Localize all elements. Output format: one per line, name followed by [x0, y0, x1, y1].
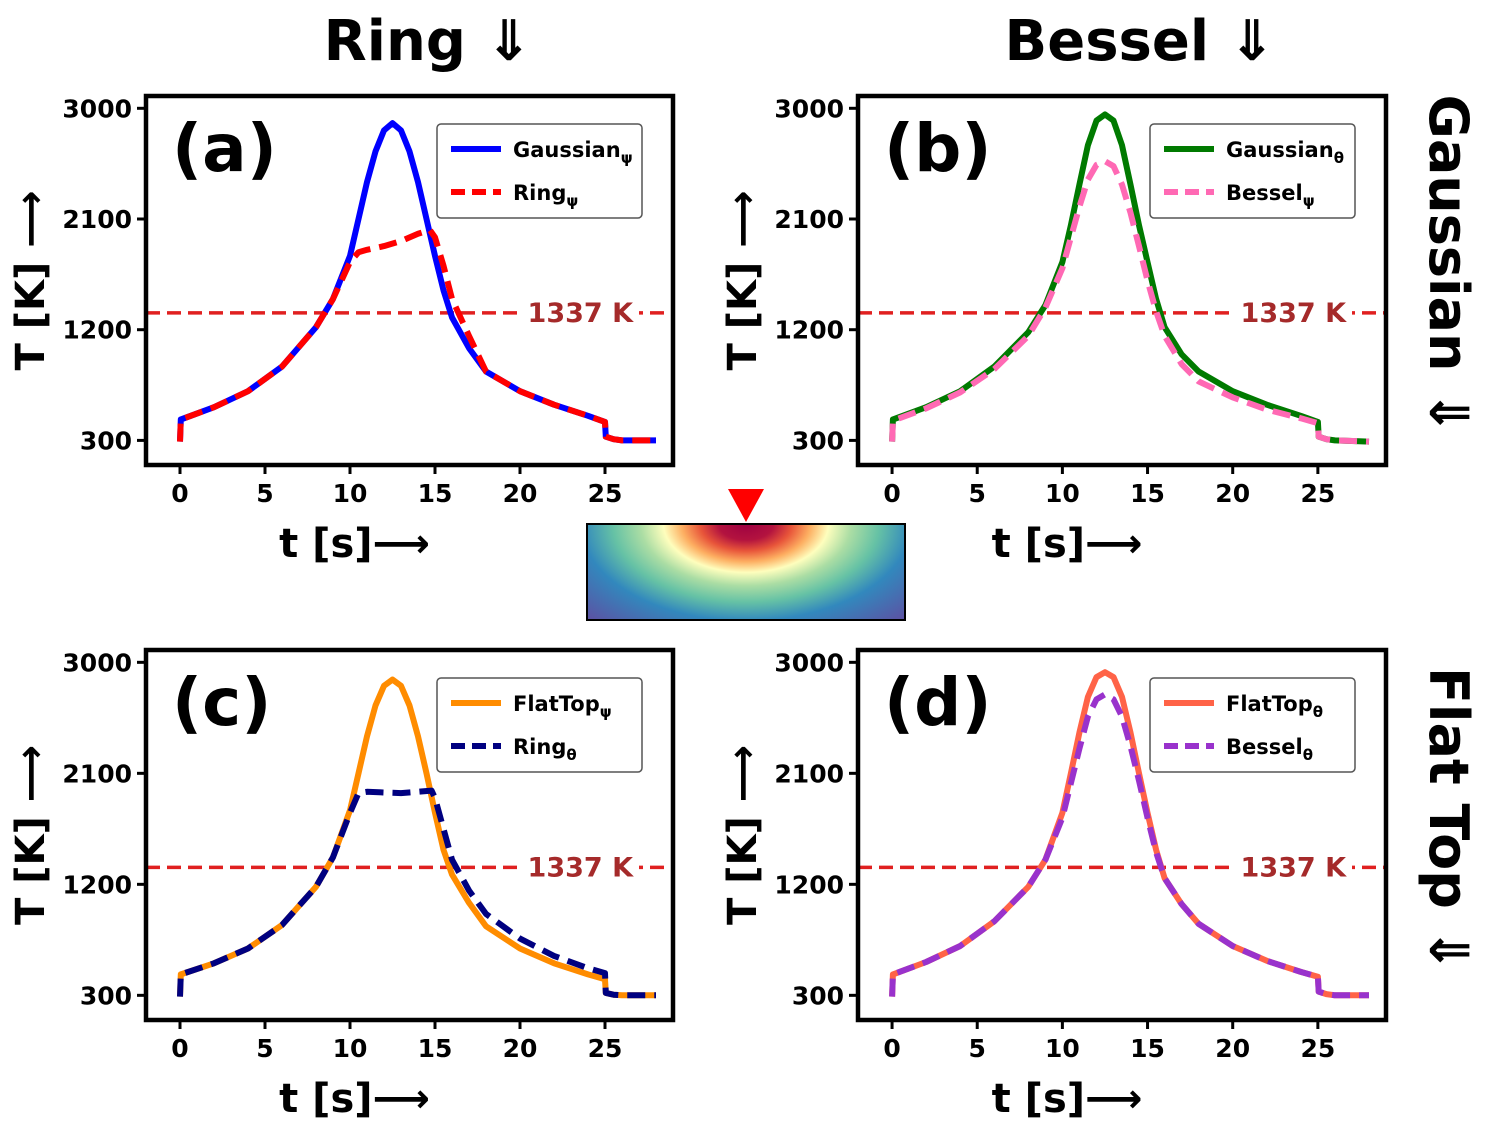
x-tick-label: 25: [1300, 1034, 1335, 1063]
melting-point-label: 1337 K: [528, 298, 635, 329]
x-tick-label: 5: [969, 479, 986, 508]
y-tick-label: 3000: [774, 648, 844, 677]
y-tick-label: 2100: [774, 205, 844, 234]
row-header-flattop: Flat Top ⇓: [1417, 667, 1480, 973]
x-axis-label: t [s]⟶: [279, 521, 430, 567]
legend: Gaussianψ Ringψ: [436, 123, 643, 219]
x-tick-label: 15: [418, 1034, 453, 1063]
y-tick-label: 3000: [62, 94, 132, 123]
panel-label: (d): [884, 664, 992, 741]
x-tick-label: 0: [171, 479, 188, 508]
x-tick-label: 20: [503, 479, 538, 508]
x-tick-label: 20: [1215, 479, 1250, 508]
y-tick-label: 300: [792, 426, 844, 455]
x-tick-label: 15: [418, 479, 453, 508]
legend-entry: Ringθ: [513, 735, 577, 764]
x-tick-label: 20: [503, 1034, 538, 1063]
plot-frame: [855, 93, 1389, 468]
legend: FlatTopθ Besselθ: [1149, 677, 1356, 773]
legend: FlatTopψ Ringθ: [436, 677, 643, 773]
x-tick-label: 15: [1130, 1034, 1165, 1063]
x-tick-label: 25: [588, 479, 623, 508]
series-line-bessel-b: [889, 691, 1369, 999]
legend-entry: Gaussianψ: [513, 138, 633, 167]
y-tick-label: 300: [80, 426, 132, 455]
panel-d: 0 5 10 15 20 25 300 1200 2100 3000 t [s]⟶ T [K] ⟶ 13…: [720, 647, 1389, 1122]
legend-entry: Besselψ: [1226, 181, 1315, 210]
y-axis-label: T [K] ⟶: [720, 190, 766, 370]
legend-entry: FlatTopθ: [1226, 692, 1323, 721]
x-axis-label: t [s]⟶: [992, 521, 1143, 567]
x-tick-label: 10: [1045, 1034, 1080, 1063]
col-header-ring: Ring ⇓: [324, 9, 533, 74]
y-tick-label: 3000: [774, 94, 844, 123]
series-line-ring-b: [177, 227, 656, 444]
legend-entry: FlatTopψ: [513, 692, 612, 721]
inset-heatmap: [586, 489, 906, 621]
y-tick-label: 2100: [62, 205, 132, 234]
col-header-bessel: Bessel ⇓: [1005, 9, 1276, 74]
y-tick-label: 1200: [774, 870, 844, 899]
panel-label: (b): [884, 110, 992, 187]
y-tick-label: 1200: [62, 316, 132, 345]
legend: Gaussianθ Besselψ: [1149, 123, 1356, 219]
melting-point-label: 1337 K: [1241, 852, 1348, 883]
legend-entry: Besselθ: [1226, 735, 1313, 764]
x-axis-label: t [s]⟶: [279, 1076, 430, 1122]
x-axis-label: t [s]⟶: [992, 1076, 1143, 1122]
y-tick-label: 2100: [774, 759, 844, 788]
x-tick-label: 25: [1300, 479, 1335, 508]
y-tick-label: 300: [792, 981, 844, 1010]
y-tick-label: 3000: [62, 648, 132, 677]
red-triangle-down-icon: [728, 489, 764, 522]
x-tick-label: 10: [333, 1034, 368, 1063]
x-tick-label: 0: [171, 1034, 188, 1063]
panel-label: (a): [172, 110, 277, 187]
x-tick-label: 0: [883, 479, 900, 508]
plot-frame: [855, 647, 1389, 1023]
plot-frame: [143, 93, 676, 468]
x-tick-label: 5: [256, 1034, 273, 1063]
series-line-ring-b: [177, 787, 656, 999]
y-tick-label: 2100: [62, 759, 132, 788]
y-tick-label: 300: [80, 981, 132, 1010]
melting-point-label: 1337 K: [1241, 298, 1348, 329]
x-tick-label: 25: [588, 1034, 623, 1063]
panel-b: 0 5 10 15 20 25 300 1200 2100 3000 t [s]⟶ T [K] ⟶ 13…: [720, 93, 1389, 567]
y-axis-label: T [K] ⟶: [8, 745, 54, 925]
y-tick-label: 1200: [774, 316, 844, 345]
series-line-bessel-b: [889, 158, 1370, 445]
y-tick-label: 1200: [62, 870, 132, 899]
legend-entry: Gaussianθ: [1226, 138, 1344, 167]
panel-c: 0 5 10 15 20 25 300 1200 2100 3000 t [s]⟶ T [K] ⟶ 13…: [8, 647, 676, 1122]
legend-entry: Ringψ: [513, 181, 578, 210]
melting-point-label: 1337 K: [528, 852, 635, 883]
panel-label: (c): [172, 664, 271, 741]
x-tick-label: 5: [256, 479, 273, 508]
series-line-gaussian-a: [177, 120, 656, 444]
x-tick-label: 10: [333, 479, 368, 508]
x-tick-label: 15: [1130, 479, 1165, 508]
x-tick-label: 20: [1215, 1034, 1250, 1063]
y-axis-label: T [K] ⟶: [8, 190, 54, 370]
plot-frame: [143, 647, 676, 1023]
y-axis-label: T [K] ⟶: [720, 745, 766, 925]
x-tick-label: 0: [883, 1034, 900, 1063]
x-tick-label: 10: [1045, 479, 1080, 508]
row-header-gaussian: Gaussian ⇓: [1417, 95, 1480, 436]
panel-a: 0 5 10 15 20 25 300 1200 2100 3000 t [s]⟶ T [K] ⟶ 13…: [8, 93, 676, 567]
x-tick-label: 5: [969, 1034, 986, 1063]
